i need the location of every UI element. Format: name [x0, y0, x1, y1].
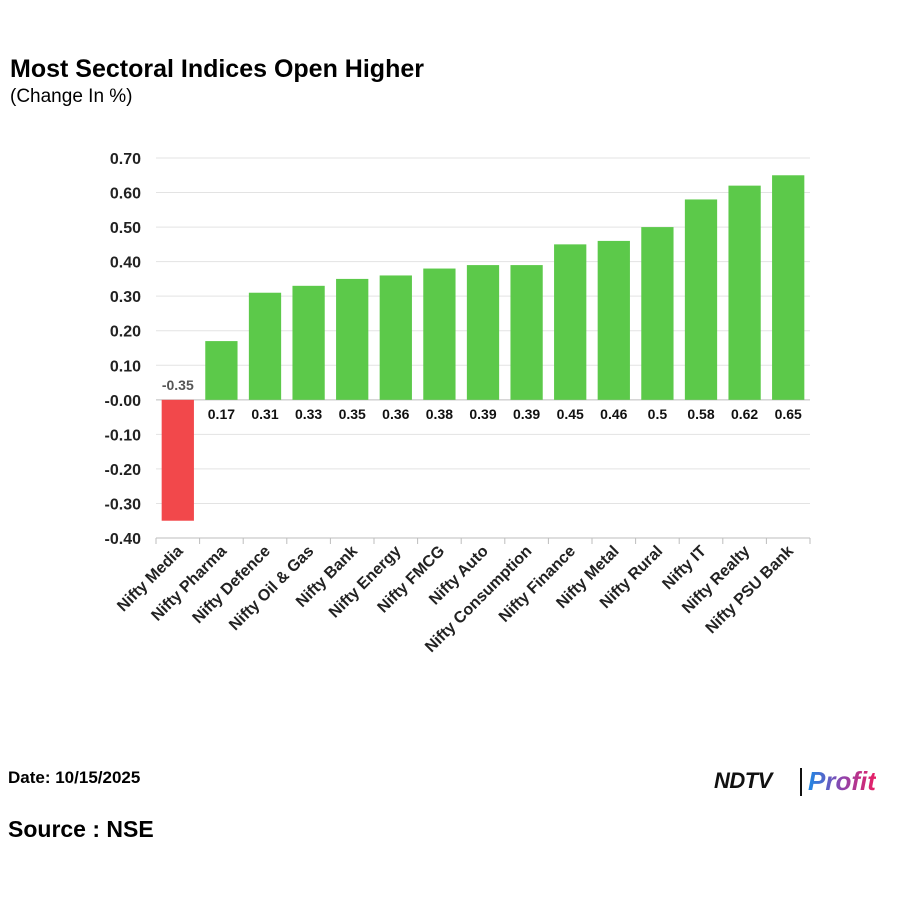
- ndtv-logo-text: NDTV: [714, 768, 772, 793]
- data-label: 0.45: [557, 406, 584, 422]
- bar: [641, 227, 674, 400]
- bar: [728, 185, 761, 400]
- bar: [292, 285, 325, 400]
- ndtv-profit-logo: NDTV Profit: [714, 766, 894, 802]
- bar: [423, 268, 456, 400]
- x-tick-label: Nifty Defence: [190, 543, 274, 627]
- data-label: 0.62: [731, 406, 758, 422]
- y-tick-label: -0.40: [105, 531, 142, 548]
- x-tick-label: Nifty Finance: [496, 543, 579, 626]
- y-tick-label: 0.40: [110, 255, 141, 272]
- chart-title: Most Sectoral Indices Open Higher: [10, 55, 424, 83]
- profit-logo-text: Profit: [808, 766, 876, 796]
- bar: [336, 278, 369, 400]
- bar: [510, 265, 543, 400]
- bar: [554, 244, 587, 400]
- data-label: 0.39: [513, 406, 540, 422]
- x-tick-label: Nifty Pharma: [148, 543, 230, 625]
- data-label: 0.38: [426, 406, 453, 422]
- data-label: 0.65: [775, 406, 802, 422]
- y-tick-label: 0.60: [110, 186, 141, 203]
- bar: [248, 292, 282, 400]
- y-tick-label: 0.50: [110, 220, 141, 237]
- bars: [161, 175, 805, 521]
- bar: [772, 175, 805, 400]
- data-label: 0.5: [648, 406, 668, 422]
- source-label: Source : NSE: [8, 816, 154, 842]
- y-axis-ticks: 0.70 0.60 0.50 0.40 0.30 0.20 0.10 -0.00 -0.10 -0…: [105, 151, 142, 548]
- data-label: 0.39: [469, 406, 496, 422]
- data-labels: -0.35 0.17 0.31 0.33 0.35 0.36 0.38 0.39 0.39 0.4…: [162, 377, 802, 422]
- y-tick-label: -0.20: [105, 462, 142, 479]
- y-tick-label: 0.10: [110, 358, 141, 375]
- y-tick-label: 0.20: [110, 324, 141, 341]
- data-label: 0.31: [251, 406, 278, 422]
- bar-chart: 0.70 0.60 0.50 0.40 0.30 0.20 0.10 -0.00 -0.10 -0…: [105, 151, 811, 656]
- bar: [597, 240, 630, 400]
- data-label: 0.33: [295, 406, 322, 422]
- data-label: 0.17: [208, 406, 235, 422]
- data-label: 0.46: [600, 406, 627, 422]
- bar: [466, 265, 500, 400]
- y-tick-label: 0.30: [110, 289, 141, 306]
- y-tick-label: -0.10: [105, 427, 142, 444]
- y-tick-label: -0.00: [105, 393, 142, 410]
- date-label: Date: 10/15/2025: [8, 768, 141, 787]
- bar: [161, 399, 194, 521]
- bar: [379, 275, 412, 400]
- data-label: 0.36: [382, 406, 409, 422]
- data-label: 0.35: [339, 406, 366, 422]
- bar: [205, 341, 238, 400]
- data-label: -0.35: [162, 377, 194, 393]
- data-label: 0.58: [687, 406, 714, 422]
- chart-subtitle: (Change In %): [10, 86, 133, 107]
- y-tick-label: 0.70: [110, 151, 141, 168]
- bar: [684, 199, 718, 400]
- y-tick-label: -0.30: [105, 496, 142, 513]
- logo-divider: [800, 768, 802, 796]
